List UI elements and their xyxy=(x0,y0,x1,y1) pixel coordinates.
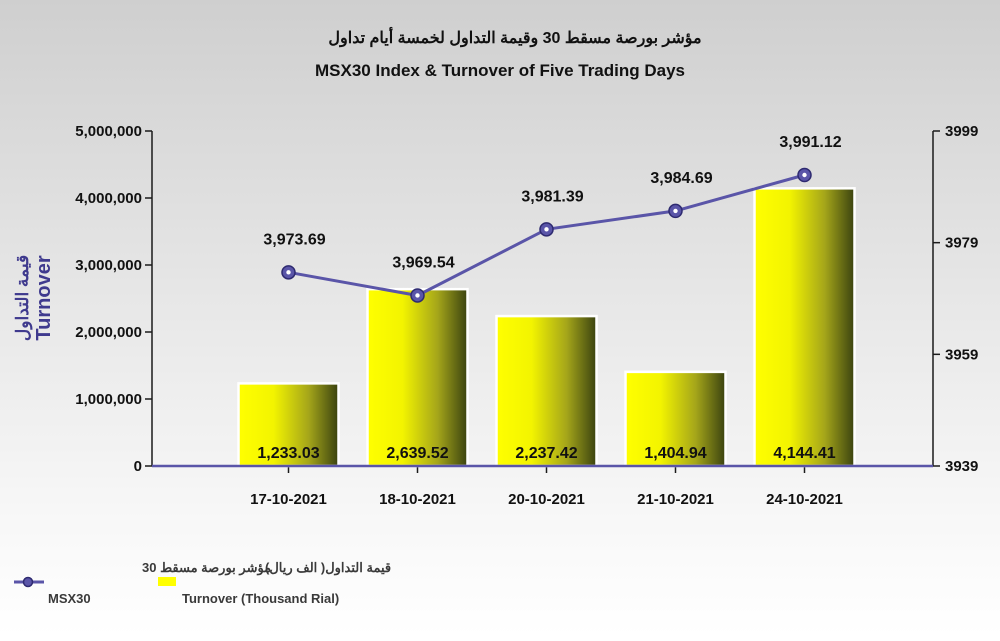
y-right-tick-label: 3939 xyxy=(945,458,978,475)
y-right-tick-label: 3999 xyxy=(945,123,978,140)
chart-title: MSX30 Index & Turnover of Five Trading D… xyxy=(315,61,685,80)
line-point-center xyxy=(544,227,549,232)
x-tick-label: 21-10-2021 xyxy=(637,491,714,508)
line-series xyxy=(281,167,812,303)
line-value-label: 3,973.69 xyxy=(263,231,325,248)
axes: 0 1,000,000 2,000,000 3,000,000 4,000,000 5,0… xyxy=(75,123,978,508)
y-left-tick-label: 5,000,000 xyxy=(75,123,142,140)
y-left-label-arabic: قيمة التداول xyxy=(13,255,33,341)
line-point-center xyxy=(415,293,420,298)
bar-value-label: 1,404.94 xyxy=(644,445,706,462)
y-left-tick-label: 0 xyxy=(134,458,142,475)
data-labels: 3,973.69 3,969.54 3,981.39 3,984.69 3,991.12 xyxy=(263,134,841,271)
line-point-center xyxy=(673,208,678,214)
bars: 1,233.03 2,639.52 2,237.42 1,404.94 4,144.41 xyxy=(152,187,933,468)
legend: مؤشر بورصة مسقط 30 MSX30 قيمة التداول( ا… xyxy=(14,560,391,606)
line-value-label: 3,969.54 xyxy=(392,254,454,271)
y-left-tick-label: 1,000,000 xyxy=(75,391,142,408)
legend-line-label: MSX30 xyxy=(48,591,91,606)
bar-value-label: 2,237.42 xyxy=(515,445,577,462)
line-value-label: 3,981.39 xyxy=(521,188,583,205)
line-point-center xyxy=(286,270,291,275)
y-left-tick-label: 4,000,000 xyxy=(75,190,142,207)
x-tick-label: 20-10-2021 xyxy=(508,491,585,508)
y-right-tick-label: 3959 xyxy=(945,346,978,363)
y-left-axis-title: قيمة التداول Turnover xyxy=(13,255,55,341)
y-left-label: Turnover xyxy=(33,255,55,340)
x-tick-label: 17-10-2021 xyxy=(250,491,327,508)
y-left-tick-label: 3,000,000 xyxy=(75,257,142,274)
chart-title-arabic: مؤشر بورصة مسقط 30 وقيمة التداول لخمسة أ… xyxy=(328,26,701,48)
bar xyxy=(624,370,727,468)
y-left-tick-label: 2,000,000 xyxy=(75,324,142,341)
line-point-center xyxy=(802,172,807,178)
legend-bar-label-arabic: قيمة التداول( الف ريال) xyxy=(265,560,391,576)
x-tick-label: 24-10-2021 xyxy=(766,491,843,508)
line-value-label: 3,984.69 xyxy=(650,170,712,187)
bar xyxy=(495,314,598,468)
y-right-tick-label: 3979 xyxy=(945,235,978,252)
legend-line-marker xyxy=(22,576,34,588)
line-value-label: 3,991.12 xyxy=(779,134,841,151)
bar xyxy=(753,187,856,468)
legend-bar-label: Turnover (Thousand Rial) xyxy=(182,591,339,606)
bar-value-label: 1,233.03 xyxy=(257,445,319,462)
legend-bar-swatch xyxy=(158,577,176,586)
bar-value-label: 2,639.52 xyxy=(386,445,448,462)
legend-line-label-arabic: مؤشر بورصة مسقط 30 xyxy=(142,560,271,576)
x-tick-label: 18-10-2021 xyxy=(379,491,456,508)
bar xyxy=(366,287,469,468)
bar-value-label: 4,144.41 xyxy=(773,445,835,462)
